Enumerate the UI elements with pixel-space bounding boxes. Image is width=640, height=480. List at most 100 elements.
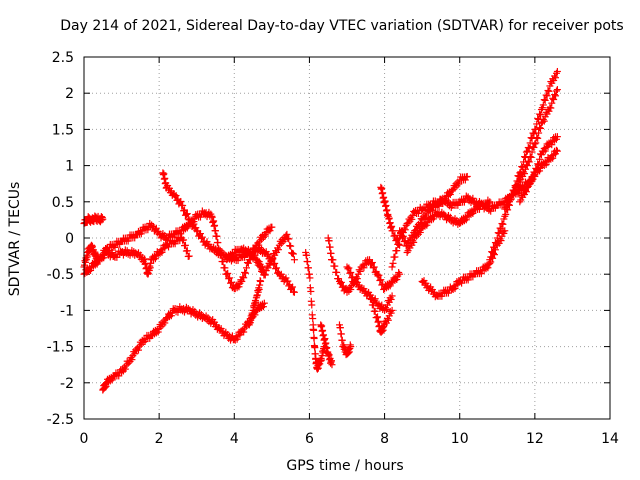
data-point-marker: [259, 303, 267, 311]
data-point-marker: [128, 356, 136, 364]
data-point-marker: [367, 259, 375, 267]
data-point-marker: [229, 252, 237, 260]
data-point-marker: [239, 273, 247, 281]
data-point-marker: [369, 264, 377, 272]
series-track-13: [366, 292, 396, 336]
data-point-marker: [395, 268, 403, 276]
data-point-marker: [336, 324, 344, 332]
data-point-marker: [121, 365, 129, 373]
data-point-marker: [521, 165, 529, 173]
data-point-marker: [266, 227, 274, 235]
y-tick-label: 0: [65, 231, 74, 247]
data-point-marker: [523, 162, 531, 170]
x-tick-label: 4: [230, 431, 239, 447]
data-point-marker: [190, 220, 198, 228]
data-point-marker: [498, 220, 506, 228]
data-point-marker: [223, 270, 231, 278]
data-point-marker: [553, 133, 561, 141]
data-point-marker: [495, 229, 503, 237]
y-tick-label: 2: [65, 86, 74, 102]
data-point-marker: [491, 239, 499, 247]
data-point-marker: [532, 125, 540, 133]
data-point-marker: [423, 221, 431, 229]
data-point-marker: [399, 232, 407, 240]
data-point-marker: [493, 234, 501, 242]
data-point-marker: [548, 141, 556, 149]
data-point-marker: [87, 266, 95, 274]
data-point-marker: [396, 270, 404, 278]
data-point-marker: [534, 115, 542, 123]
data-point-marker: [242, 264, 250, 272]
data-point-marker: [131, 350, 139, 358]
data-point-marker: [544, 87, 552, 95]
data-point-marker: [397, 228, 405, 236]
y-tick-label: -1: [60, 303, 74, 319]
data-point-marker: [384, 316, 392, 324]
data-point-marker: [469, 194, 477, 202]
data-markers: [80, 67, 561, 394]
data-point-marker: [167, 312, 175, 320]
y-tick-label: -0.5: [47, 267, 74, 283]
data-point-marker: [289, 283, 297, 291]
data-point-marker: [309, 315, 317, 323]
data-point-marker: [274, 246, 282, 254]
data-point-marker: [545, 87, 553, 95]
data-point-marker: [539, 101, 547, 109]
data-point-marker: [154, 328, 162, 336]
data-point-marker: [499, 220, 507, 228]
data-point-marker: [240, 328, 248, 336]
data-point-marker: [242, 269, 250, 277]
data-point-marker: [180, 207, 188, 215]
data-point-marker: [224, 269, 232, 277]
data-point-marker: [227, 278, 235, 286]
data-point-marker: [213, 232, 221, 240]
data-point-marker: [347, 268, 355, 276]
data-point-marker: [382, 305, 390, 313]
data-point-marker: [177, 197, 185, 205]
data-point-marker: [487, 253, 495, 261]
data-point-marker: [238, 277, 246, 285]
data-point-marker: [185, 252, 193, 260]
data-point-marker: [181, 241, 189, 249]
data-point-marker: [310, 334, 318, 342]
data-point-marker: [337, 278, 345, 286]
data-point-marker: [548, 99, 556, 107]
x-axis-label: GPS time / hours: [286, 458, 403, 474]
data-point-marker: [181, 206, 189, 214]
data-point-marker: [527, 153, 535, 161]
data-point-marker: [536, 124, 544, 132]
data-point-marker: [485, 199, 493, 207]
data-point-marker: [536, 111, 544, 119]
data-point-marker: [536, 155, 544, 163]
data-point-marker: [388, 292, 396, 300]
data-point-marker: [260, 270, 268, 278]
data-point-marker: [367, 295, 375, 303]
series-track-10: [324, 234, 404, 296]
data-point-marker: [551, 91, 559, 99]
data-point-marker: [391, 253, 399, 261]
data-point-marker: [522, 188, 530, 196]
x-tick-label: 6: [305, 431, 314, 447]
data-point-marker: [461, 176, 469, 184]
y-tick-label: 2.5: [52, 50, 74, 66]
data-point-marker: [270, 260, 278, 268]
data-point-marker: [525, 158, 533, 166]
data-point-marker: [108, 376, 116, 384]
series-track-22: [516, 146, 561, 206]
data-point-marker: [435, 202, 443, 210]
data-point-marker: [535, 129, 543, 137]
data-point-marker: [388, 306, 396, 314]
data-point-marker: [328, 361, 336, 369]
data-point-marker: [326, 243, 334, 251]
data-point-marker: [371, 307, 379, 315]
data-point-marker: [530, 143, 538, 151]
data-point-marker: [347, 285, 355, 293]
data-point-marker: [360, 264, 368, 272]
data-point-marker: [134, 346, 142, 354]
data-point-marker: [172, 192, 180, 200]
data-point-marker: [393, 276, 401, 284]
y-tick-label: -2: [60, 376, 74, 392]
data-point-marker: [108, 249, 116, 257]
data-point-marker: [533, 134, 541, 142]
